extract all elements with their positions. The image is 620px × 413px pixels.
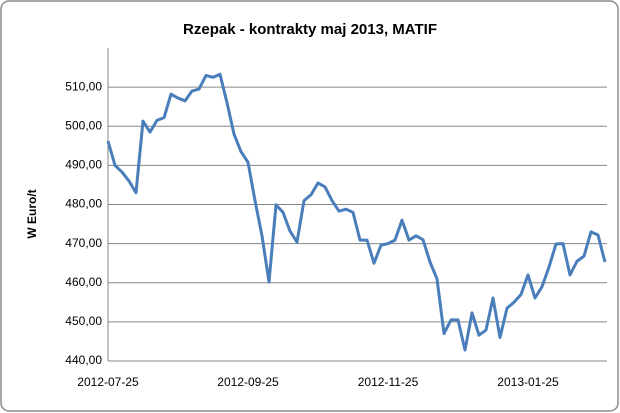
y-axis-title: W Euro/t	[25, 189, 39, 238]
x-tick-label: 2013-01-25	[497, 375, 559, 389]
x-tick-label: 2012-09-25	[217, 375, 279, 389]
series-line	[106, 72, 607, 352]
chart-title: Rzepak - kontrakty maj 2013, MATIF	[183, 21, 437, 38]
y-tick-label: 440,00	[65, 353, 102, 367]
y-tick-label: 470,00	[65, 236, 102, 250]
y-tick-label: 500,00	[65, 118, 102, 132]
y-tick-label: 460,00	[65, 275, 102, 289]
y-tick-label: 490,00	[65, 158, 102, 172]
x-tick-label: 2012-11-25	[358, 375, 419, 389]
y-tick-label: 450,00	[65, 314, 102, 328]
x-tick-label: 2012-07-25	[77, 375, 139, 389]
y-tick-label: 480,00	[65, 197, 102, 211]
y-tick-label: 510,00	[65, 79, 102, 93]
